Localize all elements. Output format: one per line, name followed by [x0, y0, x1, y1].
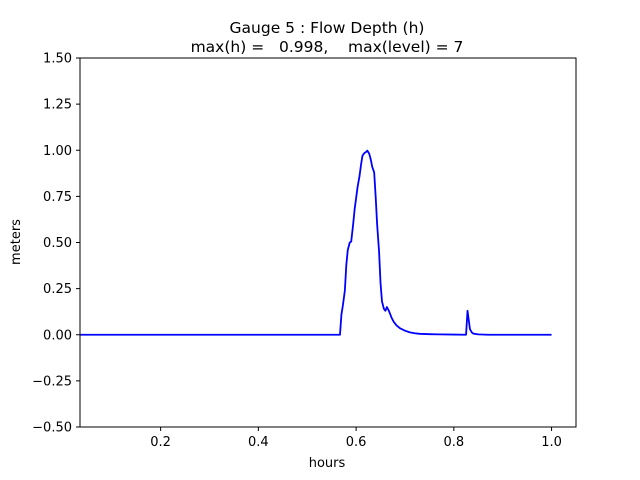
x-tick-label: 0.4 [248, 435, 269, 450]
y-tick-label: 0.75 [43, 190, 72, 205]
x-axis-label: hours [309, 456, 346, 471]
y-tick-label: −0.50 [32, 421, 72, 436]
x-tick-label: 0.8 [443, 435, 464, 450]
chart-title: Gauge 5 : Flow Depth (h) [230, 19, 425, 37]
x-tick-label: 1.0 [541, 435, 562, 450]
x-tick-label: 0.2 [150, 435, 171, 450]
plot-frame [79, 57, 577, 428]
x-tick-label: 0.6 [346, 435, 367, 450]
x-axis-ticks: 0.2 0.4 0.6 0.8 1.0 [150, 427, 562, 450]
y-axis-ticks: −0.50 −0.25 0.00 0.25 0.50 0.75 1.00 1.25 1.50 [32, 52, 80, 436]
y-tick-label: 0.50 [43, 236, 72, 251]
y-tick-label: 0.25 [43, 282, 72, 297]
y-tick-label: 1.50 [43, 52, 72, 67]
y-tick-label: 0.00 [43, 328, 72, 343]
chart-subtitle: max(h) = 0.998, max(level) = 7 [191, 38, 464, 56]
y-tick-label: 1.00 [43, 144, 72, 159]
y-tick-label: 1.25 [43, 98, 72, 113]
series-layer [80, 149, 552, 336]
series-line-0 [80, 149, 552, 336]
y-axis-label: meters [9, 219, 24, 265]
y-tick-label: −0.25 [32, 374, 72, 389]
